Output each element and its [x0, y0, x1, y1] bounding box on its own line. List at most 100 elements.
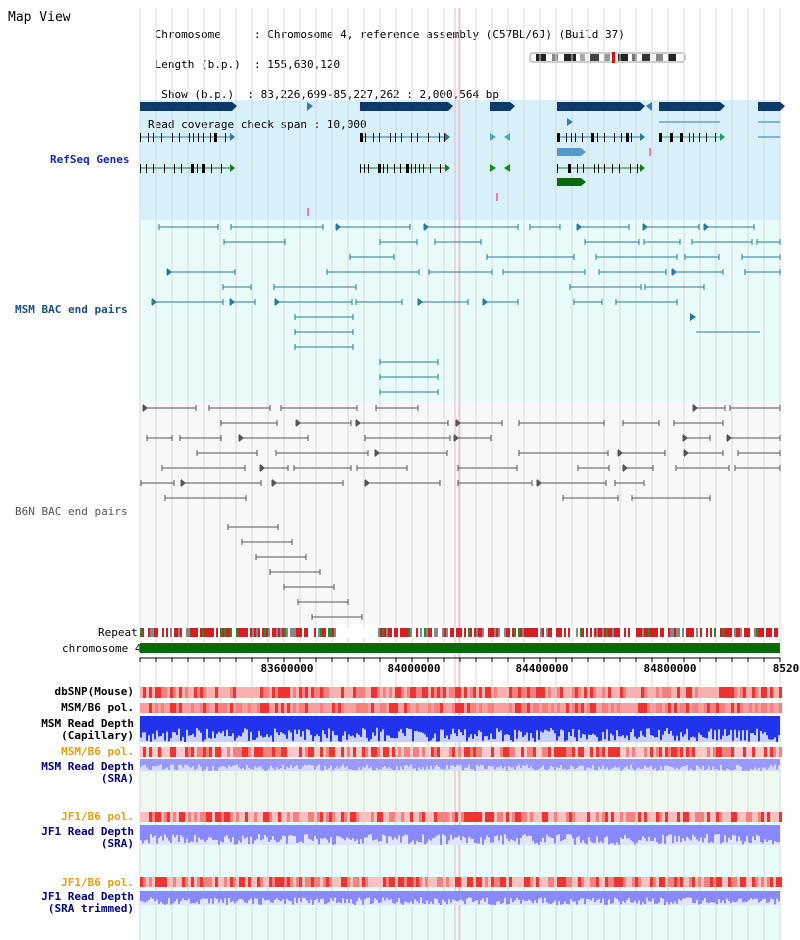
repeat-segment — [150, 628, 152, 637]
depth-bar — [668, 716, 670, 734]
snp-density-cell — [440, 812, 443, 822]
depth-bar — [396, 759, 398, 767]
refseq-track-label[interactable]: RefSeq Genes — [50, 153, 130, 166]
depth-bar — [496, 825, 498, 836]
depth-bar — [328, 825, 330, 843]
depth-bar — [268, 716, 270, 738]
snp-density-cell — [140, 703, 143, 713]
snp-density-cell — [617, 877, 620, 887]
snp-density-cell — [482, 687, 485, 698]
depth-bar — [592, 891, 594, 898]
snp-density-cell — [419, 812, 422, 822]
depth-bar — [644, 825, 646, 839]
depth-bar — [146, 891, 148, 902]
depth-bar — [732, 716, 734, 741]
depth-bar — [736, 716, 738, 738]
depth-bar — [250, 891, 252, 899]
depth-bar — [154, 891, 156, 902]
snp-density-cell — [401, 687, 404, 698]
depth-bar — [304, 825, 306, 835]
gene-block — [659, 102, 720, 111]
repeat-segment — [164, 628, 166, 637]
depth-bar — [454, 891, 456, 901]
snp-density-cell — [479, 703, 482, 713]
depth-bar — [584, 759, 586, 771]
depth-bar — [318, 759, 320, 765]
depth-bar — [772, 891, 774, 900]
snp-density-cell — [335, 747, 338, 757]
snp-density-cell — [218, 747, 221, 757]
depth-bar — [708, 825, 710, 843]
snp-density-cell — [227, 812, 230, 822]
depth-bar — [340, 716, 342, 742]
repeat-segment — [734, 628, 736, 637]
repeat-segment — [394, 628, 396, 637]
snp-density-cell — [206, 747, 209, 757]
depth-bar — [576, 716, 578, 742]
snp-density-cell — [389, 747, 392, 757]
repeat-segment — [226, 628, 228, 637]
depth-bar — [696, 759, 698, 766]
snp-density-cell — [617, 747, 620, 757]
depth-bar — [274, 716, 276, 729]
depth-bar — [442, 825, 444, 835]
depth-bar — [372, 825, 374, 841]
snp-density-cell — [665, 687, 668, 698]
snp-density-cell — [155, 812, 158, 822]
depth-bar — [560, 759, 562, 766]
depth-bar — [240, 825, 242, 843]
depth-bar — [420, 759, 422, 770]
depth-bar — [562, 716, 564, 731]
b6n-bac-track-label[interactable]: B6N BAC end pairs — [15, 505, 128, 518]
snp-density-cell — [629, 812, 632, 822]
depth-bar — [420, 825, 422, 843]
chromosome-ideogram[interactable] — [528, 52, 688, 64]
snp-density-cell — [467, 877, 470, 887]
depth-bar — [282, 825, 284, 836]
msm-bac-track-label[interactable]: MSM BAC end pairs — [15, 303, 128, 316]
depth-bar — [202, 891, 204, 899]
depth-bar — [220, 891, 222, 900]
snp-density-cell — [392, 812, 395, 822]
snp-density-cell — [200, 812, 203, 822]
depth-bar — [302, 825, 304, 843]
depth-bar — [472, 825, 474, 839]
snp-density-cell — [341, 703, 344, 713]
depth-bar — [672, 825, 674, 844]
exon — [614, 133, 615, 142]
depth-bar — [280, 716, 282, 732]
snp-density-cell — [269, 703, 272, 713]
repeat-segment — [178, 628, 180, 637]
repeat-segment — [182, 628, 184, 637]
snp-density-cell — [683, 703, 686, 713]
depth-bar — [314, 825, 316, 836]
depth-bar — [518, 825, 520, 845]
depth-bar — [148, 891, 150, 900]
depth-bar — [324, 825, 326, 838]
depth-bar — [470, 716, 472, 735]
depth-bar — [208, 759, 210, 771]
depth-bar — [392, 716, 394, 738]
depth-bar — [232, 716, 234, 734]
depth-bar — [508, 716, 510, 735]
repeat-segment — [702, 628, 704, 637]
depth-bar — [548, 716, 550, 732]
depth-bar — [478, 716, 480, 731]
snp-density-cell — [284, 877, 287, 887]
snp-density-cell — [521, 687, 524, 698]
depth-bar — [242, 716, 244, 733]
snp-density-cell — [197, 747, 200, 757]
snp-density-cell — [518, 703, 521, 713]
depth-bar — [154, 716, 156, 740]
depth-bar — [500, 891, 502, 904]
depth-bar — [160, 825, 162, 836]
repeat-segment — [334, 628, 336, 637]
snp-density-cell — [182, 812, 185, 822]
depth-bar — [760, 891, 762, 902]
depth-bar — [598, 825, 600, 843]
depth-bar — [660, 891, 662, 898]
snp-density-cell — [566, 703, 569, 713]
depth-bar — [430, 716, 432, 741]
depth-bar — [628, 716, 630, 741]
